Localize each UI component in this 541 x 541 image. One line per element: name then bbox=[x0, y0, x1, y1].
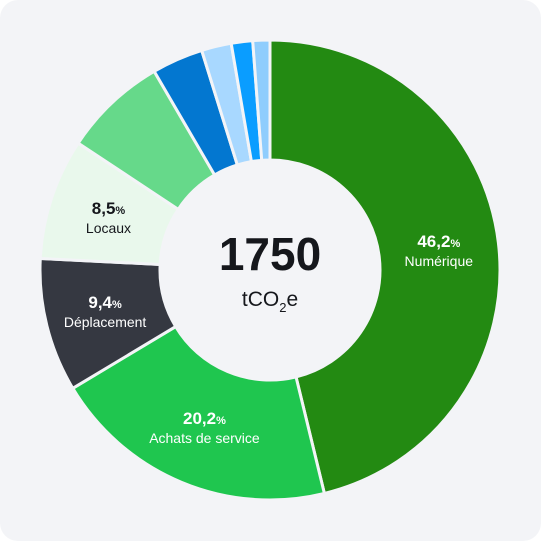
total-unit-suffix: e bbox=[286, 288, 298, 311]
slice-percent-label: 8,5% bbox=[92, 199, 126, 218]
slice-percent-label: 46,2% bbox=[417, 232, 460, 251]
slice-category-label: Numérique bbox=[405, 253, 474, 269]
donut-slice[interactable] bbox=[70, 324, 327, 502]
slice-percent-unit: % bbox=[112, 299, 122, 311]
total-unit-subscript: 2 bbox=[279, 300, 286, 315]
slice-percent-value: 9,4 bbox=[88, 293, 112, 312]
slice-percent-value: 46,2 bbox=[417, 232, 450, 251]
slice-category-label: Achats de service bbox=[149, 430, 260, 446]
slice-category-label: Locaux bbox=[86, 220, 131, 236]
donut-slices bbox=[38, 38, 502, 502]
slice-labels: 46,2% Numérique 20,2% Achats de service 9,4%… bbox=[64, 199, 473, 446]
donut-slice[interactable] bbox=[268, 38, 502, 496]
donut-center: 1750 tCO2e bbox=[219, 228, 321, 315]
slice-percent-unit: % bbox=[450, 238, 460, 250]
total-unit-prefix: tCO bbox=[242, 288, 279, 311]
slice-percent-unit: % bbox=[115, 205, 125, 217]
slice-category-label: Déplacement bbox=[64, 314, 147, 330]
slice-percent-value: 20,2 bbox=[183, 409, 216, 428]
total-unit: tCO2e bbox=[242, 288, 298, 315]
slice-percent-value: 8,5 bbox=[92, 199, 116, 218]
donut-slice[interactable] bbox=[251, 38, 272, 162]
slice-percent-label: 20,2% bbox=[183, 409, 226, 428]
slice-percent-unit: % bbox=[216, 415, 226, 427]
total-value: 1750 bbox=[219, 228, 321, 280]
slice-percent-label: 9,4% bbox=[88, 293, 122, 312]
